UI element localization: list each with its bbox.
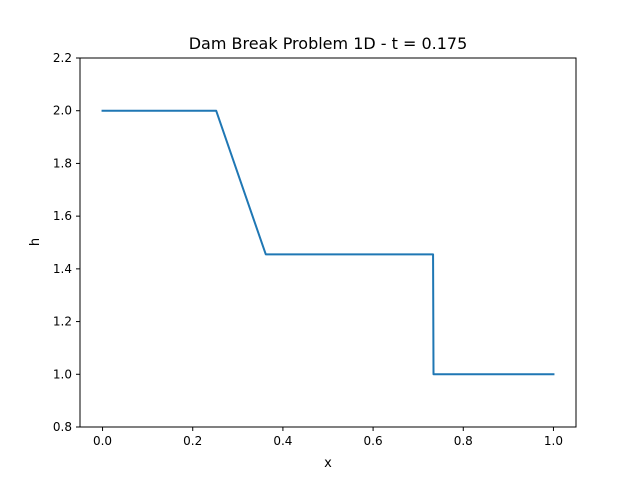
plot-area-frame (79, 57, 577, 428)
series-layer (101, 109, 555, 376)
x-tick-label: 0.0 (93, 434, 112, 448)
y-tick-label: 2.0 (53, 104, 72, 118)
y-axis: 0.8 1.0 1.2 1.4 1.6 1.8 2.0 2.2 (53, 51, 80, 434)
y-tick-label: 1.6 (53, 209, 72, 223)
y-tick-label: 1.4 (53, 262, 72, 276)
chart-title: Dam Break Problem 1D - t = 0.175 (189, 34, 468, 53)
series-line (101, 109, 555, 376)
x-tick-label: 0.6 (364, 434, 383, 448)
y-tick-label: 2.2 (53, 51, 72, 65)
x-tick-label: 0.2 (183, 434, 202, 448)
y-tick-label: 1.2 (53, 315, 72, 329)
x-axis: 0.0 0.2 0.4 0.6 0.8 1.0 (93, 427, 563, 448)
x-axis-label: x (324, 456, 332, 471)
y-tick-label: 1.8 (53, 156, 72, 170)
y-axis-label: h (28, 238, 43, 246)
y-tick-label: 1.0 (53, 367, 72, 381)
x-tick-label: 0.8 (454, 434, 473, 448)
y-tick-label: 0.8 (53, 420, 72, 434)
x-tick-label: 1.0 (544, 434, 563, 448)
x-tick-label: 0.4 (273, 434, 292, 448)
